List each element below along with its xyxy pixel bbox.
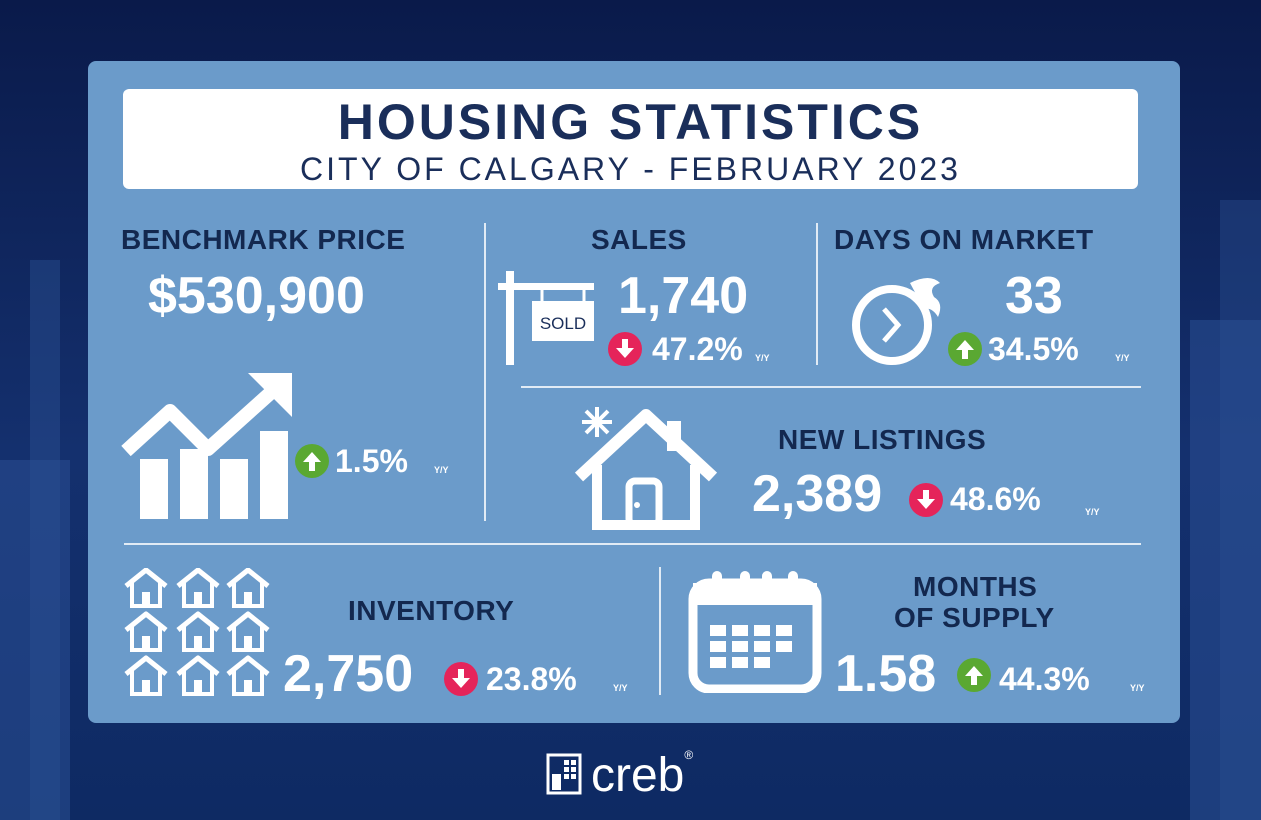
calendar-icon	[688, 571, 822, 693]
divider-vertical-1	[484, 223, 486, 521]
dom-value: 33	[1005, 267, 1063, 325]
sales-change: 47.2%	[652, 331, 743, 367]
inventory-down-arrow-icon	[444, 662, 478, 696]
inventory-value: 2,750	[283, 645, 414, 703]
new-listings-value: 2,389	[752, 465, 883, 523]
growth-chart-icon	[121, 373, 292, 519]
dom-up-arrow-icon	[948, 332, 982, 366]
benchmark-up-arrow-icon	[295, 444, 329, 478]
sales-down-arrow-icon	[608, 332, 642, 366]
new-listings-yy: Y/Y	[1085, 507, 1100, 517]
brand-mark: ®	[684, 748, 694, 762]
brand-name: creb®	[591, 748, 694, 802]
benchmark-value: $530,900	[148, 267, 365, 325]
months-supply-value: 1.58	[835, 645, 937, 703]
inventory-label: INVENTORY	[348, 595, 515, 626]
title-box: HOUSING STATISTICS CITY OF CALGARY - FEB…	[123, 89, 1138, 189]
page-subtitle: CITY OF CALGARY - FEBRUARY 2023	[300, 151, 961, 187]
sales-yy: Y/Y	[755, 353, 770, 363]
sold-sign-text: SOLD	[540, 314, 586, 333]
benchmark-change: 1.5%	[335, 443, 408, 479]
dom-change: 34.5%	[988, 331, 1079, 367]
inventory-change: 23.8%	[486, 661, 577, 697]
dom-yy: Y/Y	[1115, 353, 1130, 363]
stopwatch-icon	[852, 278, 941, 365]
months-supply-up-arrow-icon	[957, 658, 991, 692]
sales-value: 1,740	[618, 267, 749, 325]
divider-vertical-3	[659, 567, 661, 695]
sales-label: SALES	[591, 224, 687, 255]
months-supply-label-line1: MONTHS	[913, 571, 1038, 602]
new-listings-down-arrow-icon	[909, 483, 943, 517]
months-supply-label-line2: OF SUPPLY	[894, 602, 1055, 633]
dom-label: DAYS ON MARKET	[834, 224, 1094, 255]
benchmark-yy: Y/Y	[434, 465, 449, 475]
house-icon	[574, 407, 718, 530]
stats-panel: HOUSING STATISTICS CITY OF CALGARY - FEB…	[88, 61, 1180, 723]
inventory-yy: Y/Y	[613, 683, 628, 693]
new-listings-label: NEW LISTINGS	[778, 424, 987, 455]
divider-horizontal-1	[521, 386, 1141, 388]
creb-logo-icon	[546, 753, 582, 795]
houses-grid-icon	[124, 568, 274, 698]
new-listings-change: 48.6%	[950, 481, 1041, 517]
benchmark-label: BENCHMARK PRICE	[121, 224, 406, 255]
page-title: HOUSING STATISTICS	[337, 94, 924, 150]
sold-sign-icon: SOLD	[498, 271, 594, 365]
months-supply-change: 44.3%	[999, 661, 1090, 697]
months-supply-yy: Y/Y	[1130, 683, 1145, 693]
divider-horizontal-2	[124, 543, 1141, 545]
divider-vertical-2	[816, 223, 818, 365]
